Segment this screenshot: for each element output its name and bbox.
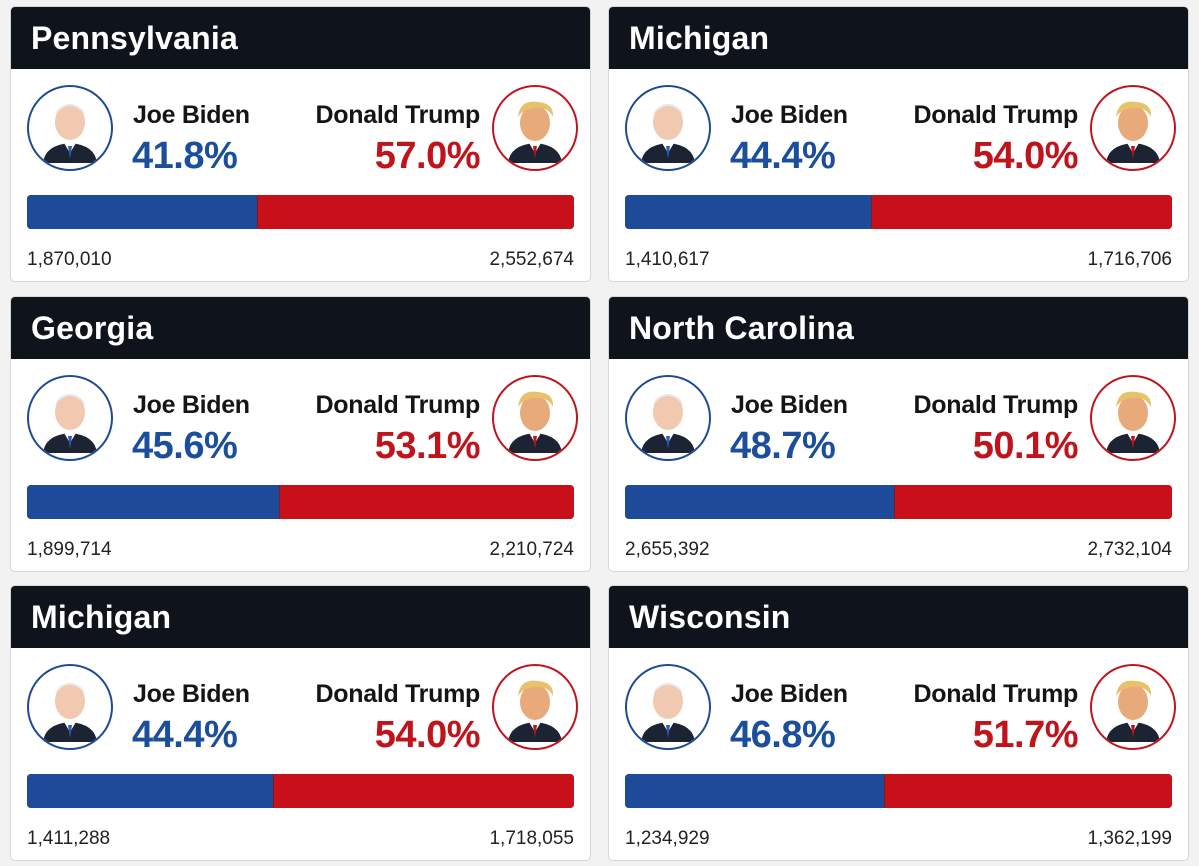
vote-share-bar — [625, 485, 1172, 519]
vote-share-bar — [27, 195, 574, 229]
donald-trump-portrait-icon — [1090, 85, 1176, 171]
dem-vote-count: 1,870,010 — [27, 249, 112, 270]
dem-vote-count: 1,899,714 — [27, 539, 112, 560]
state-result-card: Michigan Joe Biden 44.4% Donald Trump 54… — [608, 6, 1189, 282]
state-title: Pennsylvania — [11, 7, 590, 69]
rep-percentage: 50.1% — [972, 425, 1079, 467]
joe-biden-portrait-icon — [625, 375, 711, 461]
joe-biden-portrait-icon — [27, 375, 113, 461]
rep-candidate-name: Donald Trump — [315, 101, 481, 129]
state-result-card: North Carolina Joe Biden 48.7% Donald Tr… — [608, 296, 1189, 572]
donald-trump-portrait-icon — [492, 375, 578, 461]
donald-trump-portrait-icon — [492, 85, 578, 171]
dem-candidate-name: Joe Biden — [731, 101, 848, 129]
rep-vote-count: 1,718,055 — [489, 828, 574, 849]
dem-candidate-name: Joe Biden — [731, 680, 848, 708]
rep-share-fill — [272, 774, 574, 808]
dem-share-fill — [27, 485, 280, 519]
dem-share-fill — [625, 774, 885, 808]
vote-share-bar — [625, 195, 1172, 229]
dem-share-fill — [625, 485, 895, 519]
rep-vote-count: 2,552,674 — [489, 249, 574, 270]
vote-share-bar — [625, 774, 1172, 808]
rep-vote-count: 1,362,199 — [1087, 828, 1172, 849]
dem-candidate-name: Joe Biden — [731, 391, 848, 419]
dem-share-fill — [27, 774, 274, 808]
dem-candidate-name: Joe Biden — [133, 391, 250, 419]
dem-vote-count: 2,655,392 — [625, 539, 710, 560]
rep-share-fill — [870, 195, 1172, 229]
rep-percentage: 51.7% — [972, 714, 1079, 756]
rep-candidate-name: Donald Trump — [315, 680, 481, 708]
dem-percentage: 44.4% — [132, 714, 238, 756]
state-title: Georgia — [11, 297, 590, 359]
joe-biden-portrait-icon — [625, 664, 711, 750]
rep-percentage: 53.1% — [374, 425, 481, 467]
dem-candidate-name: Joe Biden — [133, 680, 250, 708]
state-title: Michigan — [11, 586, 590, 648]
dem-share-fill — [625, 195, 872, 229]
donald-trump-portrait-icon — [1090, 664, 1176, 750]
state-title: North Carolina — [609, 297, 1188, 359]
rep-vote-count: 2,210,724 — [489, 539, 574, 560]
dem-candidate-name: Joe Biden — [133, 101, 250, 129]
dem-percentage: 44.4% — [730, 135, 836, 177]
joe-biden-portrait-icon — [27, 85, 113, 171]
dem-percentage: 41.8% — [132, 135, 238, 177]
rep-percentage: 54.0% — [972, 135, 1079, 177]
rep-vote-count: 1,716,706 — [1087, 249, 1172, 270]
joe-biden-portrait-icon — [625, 85, 711, 171]
rep-candidate-name: Donald Trump — [315, 391, 481, 419]
rep-candidate-name: Donald Trump — [913, 391, 1079, 419]
dem-percentage: 48.7% — [730, 425, 836, 467]
rep-share-fill — [278, 485, 574, 519]
rep-share-fill — [257, 195, 574, 229]
dem-percentage: 46.8% — [730, 714, 836, 756]
state-result-card: Wisconsin Joe Biden 46.8% Donald Trump 5… — [608, 585, 1189, 861]
dem-vote-count: 1,410,617 — [625, 249, 710, 270]
state-result-card: Georgia Joe Biden 45.6% Donald Trump 53.… — [10, 296, 591, 572]
rep-percentage: 54.0% — [374, 714, 481, 756]
rep-percentage: 57.0% — [374, 135, 481, 177]
state-title: Wisconsin — [609, 586, 1188, 648]
rep-vote-count: 2,732,104 — [1087, 539, 1172, 560]
dem-percentage: 45.6% — [132, 425, 238, 467]
state-result-card: Michigan Joe Biden 44.4% Donald Trump 54… — [10, 585, 591, 861]
rep-candidate-name: Donald Trump — [913, 680, 1079, 708]
dem-vote-count: 1,411,288 — [27, 828, 111, 849]
dem-vote-count: 1,234,929 — [625, 828, 710, 849]
joe-biden-portrait-icon — [27, 664, 113, 750]
state-title: Michigan — [609, 7, 1188, 69]
dem-share-fill — [27, 195, 259, 229]
rep-candidate-name: Donald Trump — [913, 101, 1079, 129]
donald-trump-portrait-icon — [492, 664, 578, 750]
state-result-card: Pennsylvania Joe Biden 41.8% Donald Trum… — [10, 6, 591, 282]
donald-trump-portrait-icon — [1090, 375, 1176, 461]
rep-share-fill — [893, 485, 1172, 519]
rep-share-fill — [883, 774, 1172, 808]
vote-share-bar — [27, 774, 574, 808]
vote-share-bar — [27, 485, 574, 519]
